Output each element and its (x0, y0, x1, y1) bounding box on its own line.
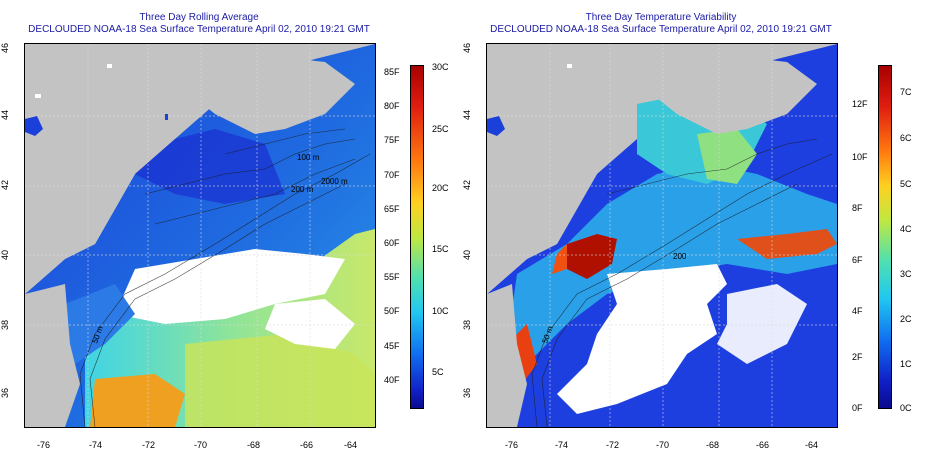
left-cbar-f-label: 40F (384, 375, 400, 385)
right-cbar-f-label: 8F (852, 203, 863, 213)
left-lat-tick: 42 (0, 179, 11, 191)
right-lat-tick: 46 (462, 42, 473, 54)
right-cbar-f-label: 12F (852, 99, 868, 109)
right-panel-title: Three Day Temperature Variability (585, 12, 737, 23)
left-sst-map: 100 m 2000 m 200 m 50 m (24, 43, 376, 428)
right-cbar-c-label: 0C (900, 403, 912, 413)
right-cbar-c-label: 6C (900, 133, 912, 143)
right-cbar-f-label: 4F (852, 306, 863, 316)
left-lat-tick: 46 (0, 42, 11, 54)
right-lat-tick: 44 (462, 109, 473, 121)
svg-text:200: 200 (673, 252, 687, 261)
svg-text:200 m: 200 m (291, 185, 314, 194)
right-cbar-c-label: 7C (900, 87, 912, 97)
left-lat-tick: 44 (0, 109, 11, 121)
right-colorbar (878, 65, 892, 409)
right-panel-subtitle: DECLOUDED NOAA-18 Sea Surface Temperatur… (490, 24, 832, 35)
left-cbar-f-label: 45F (384, 341, 400, 351)
right-lon-tick: -66 (756, 440, 770, 450)
svg-text:100 m: 100 m (297, 153, 320, 162)
left-cbar-f-label: 60F (384, 238, 400, 248)
right-map-image: 200 50 m (487, 44, 837, 427)
left-cbar-f-label: 85F (384, 67, 400, 77)
right-cbar-c-label: 2C (900, 314, 912, 324)
right-cbar-f-label: 10F (852, 152, 868, 162)
left-cbar-f-label: 70F (384, 170, 400, 180)
right-cbar-c-label: 3C (900, 269, 912, 279)
right-cbar-f-label: 6F (852, 255, 863, 265)
right-high-variability (567, 234, 617, 279)
left-colorbar (410, 65, 424, 409)
left-cloud-mask (115, 249, 345, 324)
svg-text:2000 m: 2000 m (321, 177, 348, 186)
right-cbar-f-label: 0F (852, 403, 863, 413)
left-lon-tick: -66 (300, 440, 314, 450)
left-lon-tick: -68 (247, 440, 261, 450)
left-cbar-c-label: 15C (432, 244, 449, 254)
left-cbar-c-label: 30C (432, 62, 449, 72)
right-cbar-c-label: 4C (900, 224, 912, 234)
right-land-maritimes (647, 54, 817, 134)
left-lat-tick: 40 (0, 249, 11, 261)
right-lon-tick: -64 (805, 440, 819, 450)
right-cloud-mask (557, 264, 727, 414)
left-cbar-f-label: 50F (384, 306, 400, 316)
left-panel-subtitle: DECLOUDED NOAA-18 Sea Surface Temperatur… (28, 24, 370, 35)
left-panel-title: Three Day Rolling Average (139, 12, 259, 23)
left-lat-tick: 38 (0, 319, 11, 331)
right-cbar-c-label: 5C (900, 179, 912, 189)
right-lon-tick: -76 (505, 440, 519, 450)
left-cbar-f-label: 65F (384, 204, 400, 214)
left-cbar-c-label: 5C (432, 367, 444, 377)
left-lon-tick: -70 (194, 440, 208, 450)
right-lat-tick: 36 (462, 387, 473, 399)
right-lat-tick: 38 (462, 319, 473, 331)
right-cbar-c-label: 1C (900, 359, 912, 369)
left-lat-tick: 36 (0, 387, 11, 399)
left-lon-tick: -74 (89, 440, 103, 450)
right-lon-tick: -72 (606, 440, 620, 450)
right-lat-tick: 40 (462, 249, 473, 261)
left-cbar-f-label: 75F (384, 135, 400, 145)
right-lon-tick: -68 (706, 440, 720, 450)
left-cbar-f-label: 80F (384, 101, 400, 111)
right-variability-map: 200 50 m (486, 43, 838, 428)
left-cbar-c-label: 25C (432, 124, 449, 134)
left-cbar-f-label: 55F (384, 272, 400, 282)
left-land-maritimes (185, 54, 355, 134)
right-lat-tick: 42 (462, 179, 473, 191)
right-lon-tick: -74 (555, 440, 569, 450)
left-lon-tick: -64 (344, 440, 358, 450)
left-map-image: 100 m 2000 m 200 m 50 m (25, 44, 375, 427)
right-lon-tick: -70 (656, 440, 670, 450)
left-lon-tick: -72 (142, 440, 156, 450)
left-cbar-c-label: 20C (432, 183, 449, 193)
left-lon-tick: -76 (37, 440, 51, 450)
left-cbar-c-label: 10C (432, 306, 449, 316)
right-cbar-f-label: 2F (852, 352, 863, 362)
